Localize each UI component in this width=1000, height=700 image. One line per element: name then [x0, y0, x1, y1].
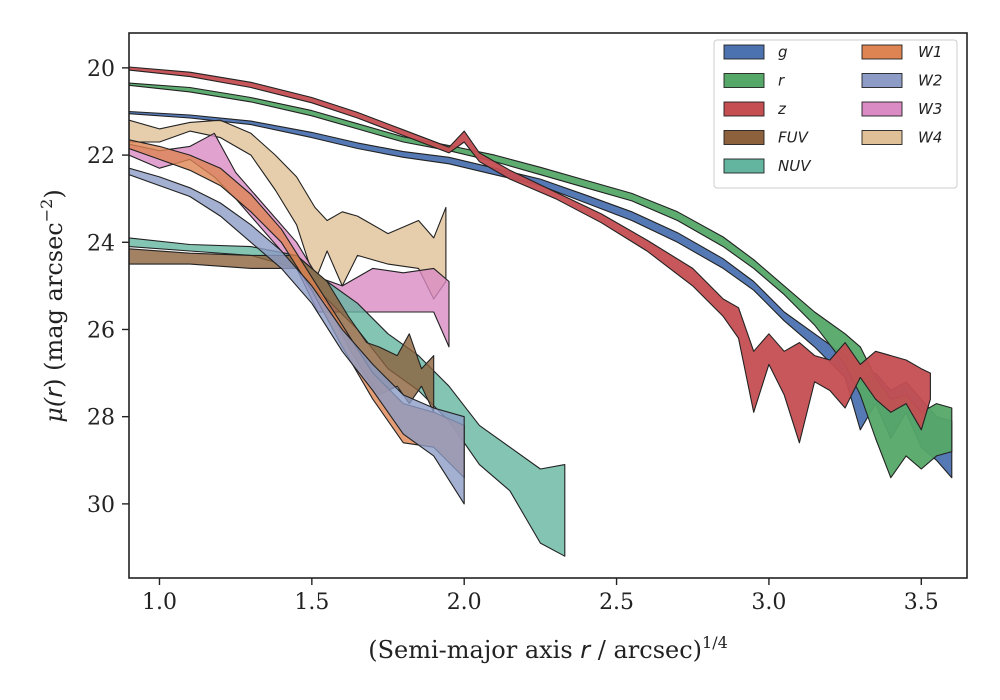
y-tick-label: 26 [87, 318, 115, 343]
legend-label-W1: W1 [918, 43, 942, 61]
legend-label-z: z [777, 100, 787, 118]
legend: grz FUV NUV W1 W2 W3 W4 [713, 39, 958, 189]
x-tick-label: 1.0 [142, 590, 177, 615]
legend-label-W2: W2 [918, 72, 942, 90]
x-tick-label: 1.5 [294, 590, 329, 615]
legend-label-W3: W3 [918, 100, 942, 118]
x-axis-label: (Semi-major axis r / arcsec)1/4 [368, 633, 728, 664]
y-tick-label: 22 [87, 144, 115, 169]
plot-frame [128, 32, 968, 579]
x-axis: 1.0 1.5 2.0 2.5 3.0 3.5 [142, 578, 939, 615]
legend-swatch-NUV [723, 158, 765, 174]
x-tick-label: 3.0 [751, 590, 786, 615]
legend-swatch-W2 [861, 73, 903, 88]
legend-label-g: g [778, 43, 788, 61]
legend-swatch-r [723, 73, 765, 88]
legend-label-r: r [778, 72, 785, 90]
legend-swatch-g [723, 44, 765, 60]
legend-label-FUV: FUV [778, 129, 810, 147]
legend-swatch-W3 [861, 101, 903, 117]
legend-label-NUV: NUV [778, 157, 812, 175]
band-W2 [129, 167, 465, 505]
x-tick-label: 3.5 [904, 590, 939, 615]
x-tick-label: 2.0 [447, 590, 482, 615]
legend-swatch-FUV [723, 130, 765, 145]
y-tick-label: 30 [87, 493, 115, 518]
x-tick-label: 2.5 [599, 590, 634, 615]
y-tick-label: 20 [87, 57, 115, 82]
legend-swatch-W1 [861, 44, 903, 60]
y-tick-label: 24 [87, 231, 115, 256]
band-z [129, 66, 931, 444]
y-tick-label: 28 [87, 406, 115, 431]
legend-swatch-z [723, 101, 765, 117]
y-axis-label: μ(r) (mag arcsec−2) [37, 189, 68, 422]
y-axis: 20 22 24 26 28 30 [87, 57, 129, 518]
bands-layer [129, 66, 953, 557]
legend-swatch-W4 [861, 130, 903, 145]
legend-label-W4: W4 [918, 129, 942, 147]
